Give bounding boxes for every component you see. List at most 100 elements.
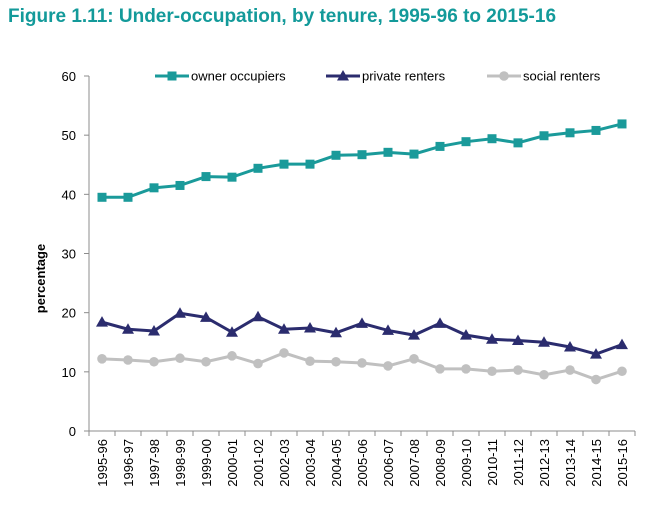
data-point-private-renters — [356, 317, 368, 328]
x-tick-label: 2012-13 — [537, 439, 552, 487]
data-point-social-renters — [227, 351, 237, 361]
data-point-owner-occupiers — [149, 183, 159, 193]
legend-label-owner-occupiers: owner occupiers — [191, 69, 286, 84]
data-point-social-renters — [149, 356, 159, 367]
data-point-private-renters — [538, 336, 550, 347]
data-point-private-renters — [590, 348, 602, 359]
legend-marker-private-renters — [337, 70, 349, 81]
data-point-owner-occupiers — [461, 137, 471, 147]
x-tick-label: 1995-96 — [95, 439, 110, 487]
x-tick-label: 2002-03 — [277, 439, 292, 487]
data-point-private-renters — [382, 324, 394, 335]
x-tick-label: 2000-01 — [225, 439, 240, 487]
data-point-social-renters — [331, 356, 341, 367]
data-point-owner-occupiers — [305, 159, 315, 169]
y-tick-label: 60 — [62, 69, 76, 84]
y-tick-label: 10 — [62, 365, 76, 380]
data-point-social-renters — [123, 355, 133, 365]
x-tick-label: 2013-14 — [563, 439, 578, 487]
y-tick-labels: 0 10 20 30 40 50 60 — [62, 69, 76, 439]
x-tick-label: 1998-99 — [173, 439, 188, 487]
legend-item-owner-occupiers: owner occupiers — [155, 69, 286, 84]
data-point-private-renters — [564, 340, 576, 352]
data-point-social-renters — [591, 374, 601, 385]
data-point-owner-occupiers — [383, 147, 393, 157]
data-point-private-renters — [122, 323, 134, 334]
data-point-private-renters — [330, 326, 342, 338]
data-point-social-renters — [513, 365, 523, 375]
data-point-private-renters — [434, 317, 446, 328]
x-tick-label: 2005-06 — [355, 439, 370, 487]
y-tick-label: 0 — [69, 424, 76, 439]
data-point-private-renters — [512, 334, 524, 345]
data-point-private-renters — [616, 338, 628, 350]
data-point-social-renters — [305, 356, 315, 366]
data-point-social-renters — [175, 353, 185, 364]
series-social-renters — [97, 348, 627, 385]
x-tick-label: 2008-09 — [433, 439, 448, 487]
y-tick-label: 30 — [62, 247, 76, 262]
x-tick-labels: 1995-96 1996-97 1997-98 1998-99 1999-00 2000-… — [95, 439, 630, 487]
data-point-owner-occupiers — [565, 128, 575, 138]
legend-item-social-renters: social renters — [487, 69, 601, 84]
y-tick-label: 50 — [62, 128, 76, 143]
series-private-renters — [96, 307, 628, 359]
x-tick-label: 2003-04 — [303, 439, 318, 487]
data-point-owner-occupiers — [539, 131, 549, 141]
y-axis-title: percentage — [33, 244, 48, 313]
series-owner-occupiers — [97, 119, 627, 202]
x-tick-label: 1996-97 — [121, 439, 136, 487]
data-point-owner-occupiers — [201, 172, 211, 182]
x-tick-label: 2004-05 — [329, 439, 344, 487]
x-tick-label: 2006-07 — [381, 439, 396, 487]
data-point-private-renters — [304, 322, 316, 333]
data-point-private-renters — [408, 329, 420, 340]
legend-marker-social-renters — [499, 71, 509, 81]
data-point-social-renters — [409, 354, 419, 364]
data-point-owner-occupiers — [435, 141, 445, 151]
data-point-owner-occupiers — [123, 192, 133, 202]
x-tick-label: 2011-12 — [511, 439, 526, 486]
x-tick-label: 2001-02 — [251, 439, 266, 487]
data-point-private-renters — [96, 316, 108, 327]
data-point-owner-occupiers — [331, 150, 341, 160]
data-point-social-renters — [461, 364, 471, 374]
x-tick-label: 2015-16 — [615, 439, 630, 487]
data-point-social-renters — [253, 358, 263, 369]
data-point-social-renters — [539, 369, 549, 380]
x-tick-label: 2014-15 — [589, 439, 604, 487]
data-point-social-renters — [383, 361, 393, 371]
data-point-private-renters — [460, 329, 472, 340]
data-point-private-renters — [226, 326, 238, 337]
data-point-social-renters — [201, 356, 211, 367]
data-point-private-renters — [148, 325, 160, 336]
data-point-private-renters — [252, 310, 264, 322]
legend-marker-owner-occupiers — [167, 71, 177, 81]
x-tick-label: 2009-10 — [459, 439, 474, 487]
data-point-private-renters — [278, 323, 290, 334]
chart-axes — [84, 75, 636, 436]
data-point-private-renters — [486, 333, 498, 344]
data-point-social-renters — [435, 364, 445, 374]
data-point-owner-occupiers — [409, 149, 419, 159]
chart-legend: owner occupiers private renters social ren… — [155, 69, 601, 84]
data-point-owner-occupiers — [227, 172, 237, 182]
x-tick-label: 1999-00 — [199, 439, 214, 487]
data-point-owner-occupiers — [591, 125, 601, 135]
chart-series — [96, 119, 628, 385]
data-point-owner-occupiers — [617, 119, 627, 129]
data-point-owner-occupiers — [253, 163, 263, 173]
data-point-social-renters — [487, 366, 497, 377]
y-tick-label: 20 — [62, 306, 76, 321]
data-point-owner-occupiers — [357, 150, 367, 160]
legend-item-private-renters: private renters — [326, 69, 446, 84]
x-tick-label: 1997-98 — [147, 439, 162, 487]
data-point-private-renters — [200, 311, 212, 322]
data-point-private-renters — [174, 307, 186, 318]
data-point-owner-occupiers — [487, 134, 497, 144]
figure-title: Figure 1.11: Under-occupation, by tenure… — [8, 6, 557, 27]
data-point-owner-occupiers — [513, 138, 523, 148]
data-point-social-renters — [357, 358, 367, 368]
data-point-social-renters — [97, 354, 107, 364]
